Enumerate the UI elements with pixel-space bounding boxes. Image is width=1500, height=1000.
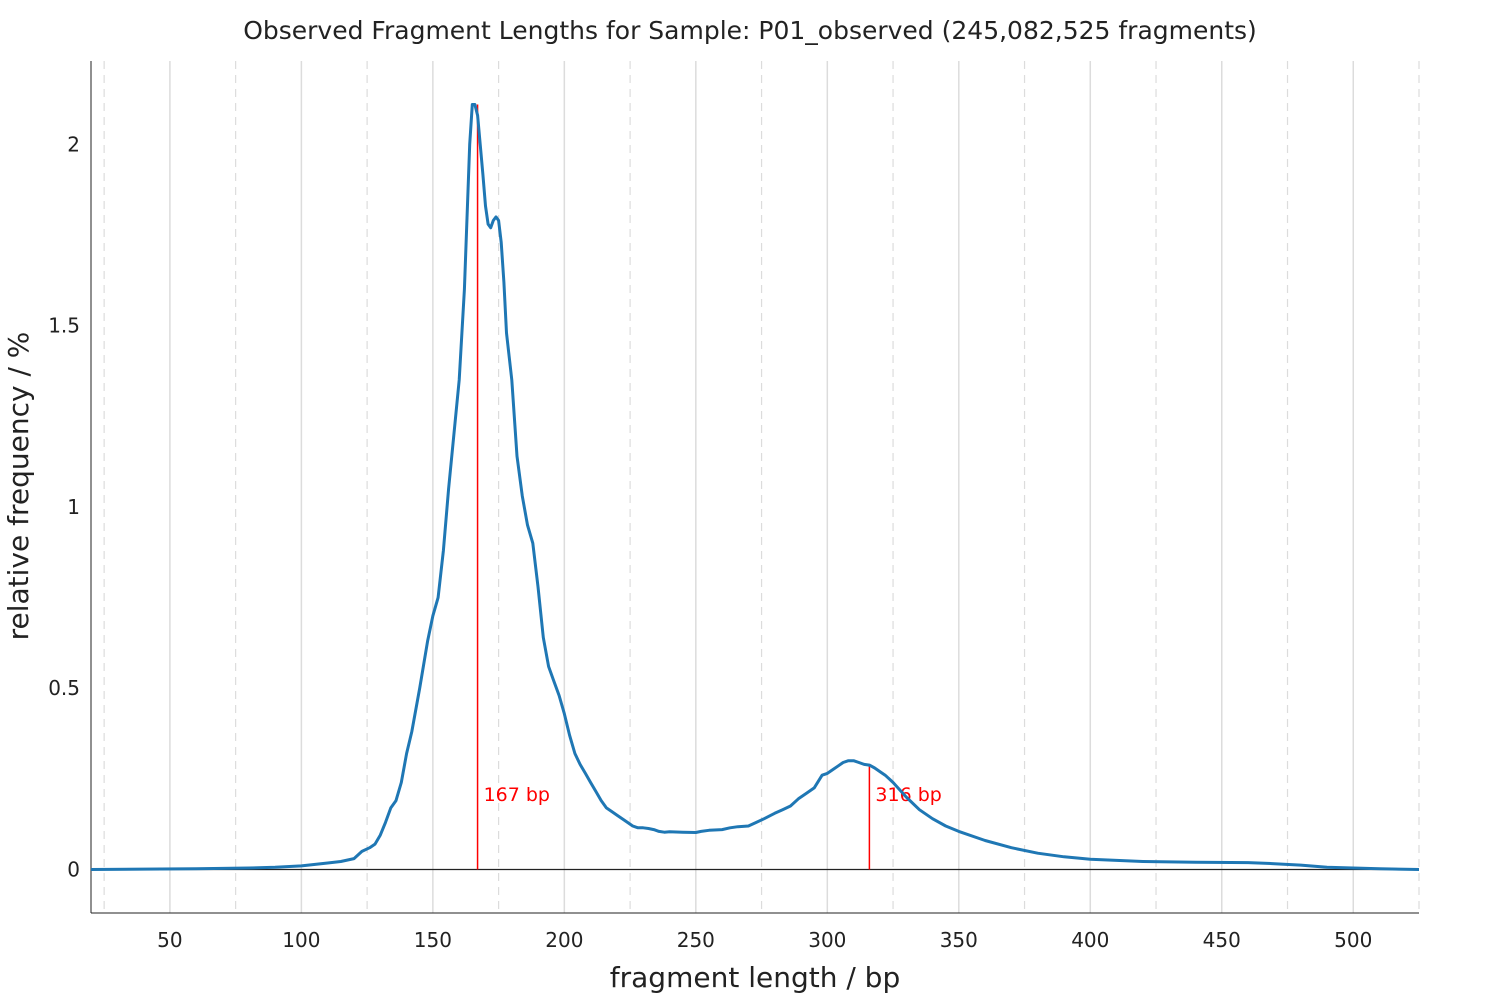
grid-lines <box>103 61 1420 913</box>
y-axis-ticks: 0 0.5 1 1.5 2 <box>48 132 80 881</box>
x-tick-label: 100 <box>282 928 320 952</box>
y-tick-label: 0 <box>67 857 80 881</box>
y-tick-label: 1 <box>67 495 80 519</box>
peak-label: 167 bp <box>484 784 550 806</box>
y-tick-label: 2 <box>67 132 80 156</box>
x-axis-ticks: 50 100 150 200 250 300 350 400 450 500 <box>157 928 1372 952</box>
x-tick-label: 150 <box>414 928 452 952</box>
x-tick-label: 300 <box>808 928 846 952</box>
y-tick-label: 1.5 <box>48 314 80 338</box>
x-tick-label: 200 <box>545 928 583 952</box>
chart-title: Observed Fragment Lengths for Sample: P0… <box>243 16 1257 45</box>
x-tick-label: 400 <box>1071 928 1109 952</box>
x-tick-label: 50 <box>157 928 182 952</box>
y-tick-label: 0.5 <box>48 676 80 700</box>
x-tick-label: 350 <box>940 928 978 952</box>
x-tick-label: 450 <box>1203 928 1241 952</box>
x-tick-label: 500 <box>1334 928 1372 952</box>
x-axis-label: fragment length / bp <box>610 961 900 994</box>
peak-annotations: 167 bp 316 bp <box>476 104 942 870</box>
y-axis-label: relative frequency / % <box>2 332 35 641</box>
series-layer <box>90 103 1420 871</box>
series-line <box>90 103 1420 871</box>
x-tick-label: 250 <box>677 928 715 952</box>
plot-frame <box>90 61 1419 914</box>
peak-label: 316 bp <box>875 784 941 806</box>
